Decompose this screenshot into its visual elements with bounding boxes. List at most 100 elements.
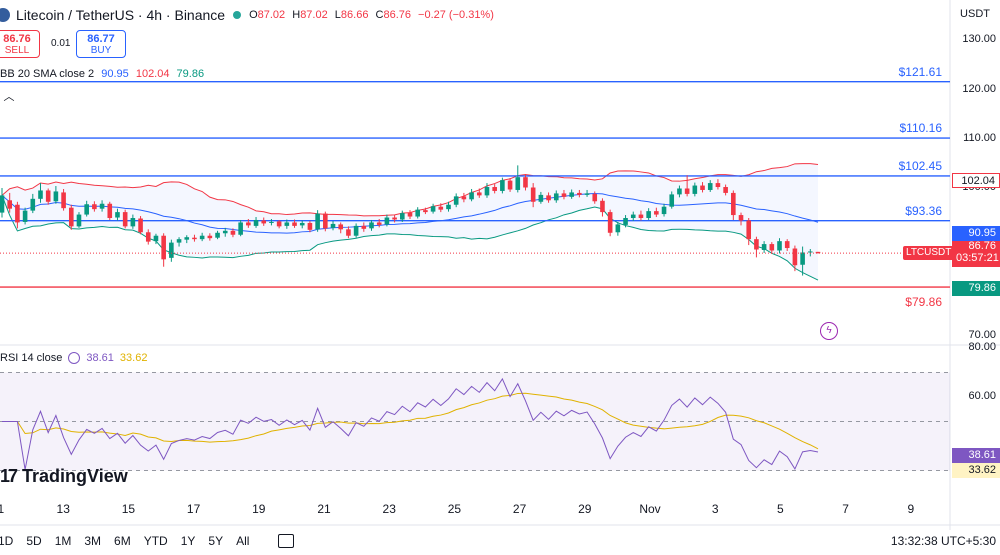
range-1d[interactable]: 1D [0,534,14,548]
open-label: O [249,9,258,21]
rsi-tick-label: 60.00 [968,390,996,402]
candle-body [284,222,290,226]
candle [669,191,675,209]
bb-lower-line [1,195,819,281]
candle [561,189,567,200]
candle-body [523,177,528,188]
candle-body [38,190,43,199]
range-5d[interactable]: 5D [26,534,42,548]
candle-body [715,183,721,188]
candle [607,209,613,237]
candle [323,211,328,232]
x-tick-label: 15 [122,502,136,516]
candle [292,219,297,228]
candle-body [299,222,305,226]
candle-body [607,212,613,233]
candle [38,183,43,203]
candle [615,221,621,236]
candle [538,191,544,204]
price-level-label[interactable]: $110.16 [899,121,943,135]
candle [400,210,405,222]
candle [638,210,644,221]
candle-body [530,187,536,202]
candle [176,237,182,247]
collapse-legend-icon[interactable]: ︿ [3,91,15,103]
candle [407,210,413,219]
candle [130,214,136,229]
candle [761,241,767,253]
candle [777,238,782,254]
candle-body [145,232,151,242]
candle [715,179,721,190]
go-to-date-icon[interactable] [278,534,295,548]
candle [361,222,367,232]
x-tick-label: 13 [57,502,71,516]
alert-icon[interactable]: ϟ [820,322,838,340]
range-5y[interactable]: 5Y [208,534,224,548]
candle-body [15,204,20,223]
candle-body [500,180,505,191]
candle [0,188,5,218]
range-1y[interactable]: 1Y [180,534,196,548]
price-level-label[interactable]: $102.45 [898,158,942,173]
candle-body [553,193,559,201]
candle [238,219,243,237]
candle-body [415,209,420,217]
price-level-label[interactable]: $121.61 [898,64,942,79]
candle-body [769,244,775,251]
sell-button[interactable]: 86.76 SELL [0,30,40,58]
candle [392,214,397,223]
bb-legend[interactable]: BB 20 SMA close 2 90.95 102.04 79.86 [0,68,204,80]
range-3m[interactable]: 3M [84,534,102,548]
candle [430,203,436,214]
candle-body [230,230,236,235]
candle [61,188,66,211]
range-all[interactable]: All [236,534,250,548]
candle [199,232,205,242]
candle [654,207,659,218]
candle-body [76,214,82,227]
close-label: C [375,9,384,21]
currency-label[interactable]: USDT [960,8,990,20]
candle [230,228,236,238]
tradingview-logo: 17 TradingView [0,466,128,487]
candle [153,233,159,245]
sell-price: 86.76 [3,33,31,45]
candle-body [546,195,551,201]
candle-body [453,196,459,205]
candle-body [53,191,59,202]
candle [307,220,313,233]
bb-upper-tag: 102.04 [952,172,1000,188]
price-tick-label: 110.00 [963,131,996,144]
price-level-label[interactable]: $93.36 [905,203,942,218]
candle [630,211,636,221]
candle-body [292,222,297,226]
bb-lower-tag: 79.86 [952,280,1000,296]
range-ytd[interactable]: YTD [143,534,168,548]
candle-body [638,214,644,219]
candle-body [646,211,651,219]
candle-body [222,230,228,234]
last-price-value: 86.76 [968,240,996,253]
candle [253,217,259,228]
clock[interactable]: 13:32:38 UTC+5:30 [890,534,996,548]
candle-body [677,188,682,195]
buy-price: 86.77 [87,33,115,45]
candle [215,230,220,240]
bottom-toolbar: 1D 5D 1M 3M 6M YTD 1Y 5Y All 13:32:38 UT… [0,530,1000,552]
range-6m[interactable]: 6M [114,534,131,548]
last-price-tag: 86.76 03:57:21 [952,239,1000,268]
candle-body [630,214,636,219]
candle-body [738,215,744,221]
rsi-line [2,377,819,470]
candle [738,212,744,226]
price-level-label[interactable]: $79.86 [905,295,942,310]
symbol-title[interactable]: Litecoin / TetherUS · 4h · Binance [16,7,226,23]
range-1m[interactable]: 1M [54,534,72,548]
rsi-settings-icon[interactable] [68,352,81,364]
buy-button[interactable]: 86.77 BUY [76,30,126,58]
bb-basis-value: 90.95 [101,68,129,80]
rsi-legend[interactable]: RSI 14 close 38.61 33.62 [0,352,147,364]
candle-body [492,187,497,191]
